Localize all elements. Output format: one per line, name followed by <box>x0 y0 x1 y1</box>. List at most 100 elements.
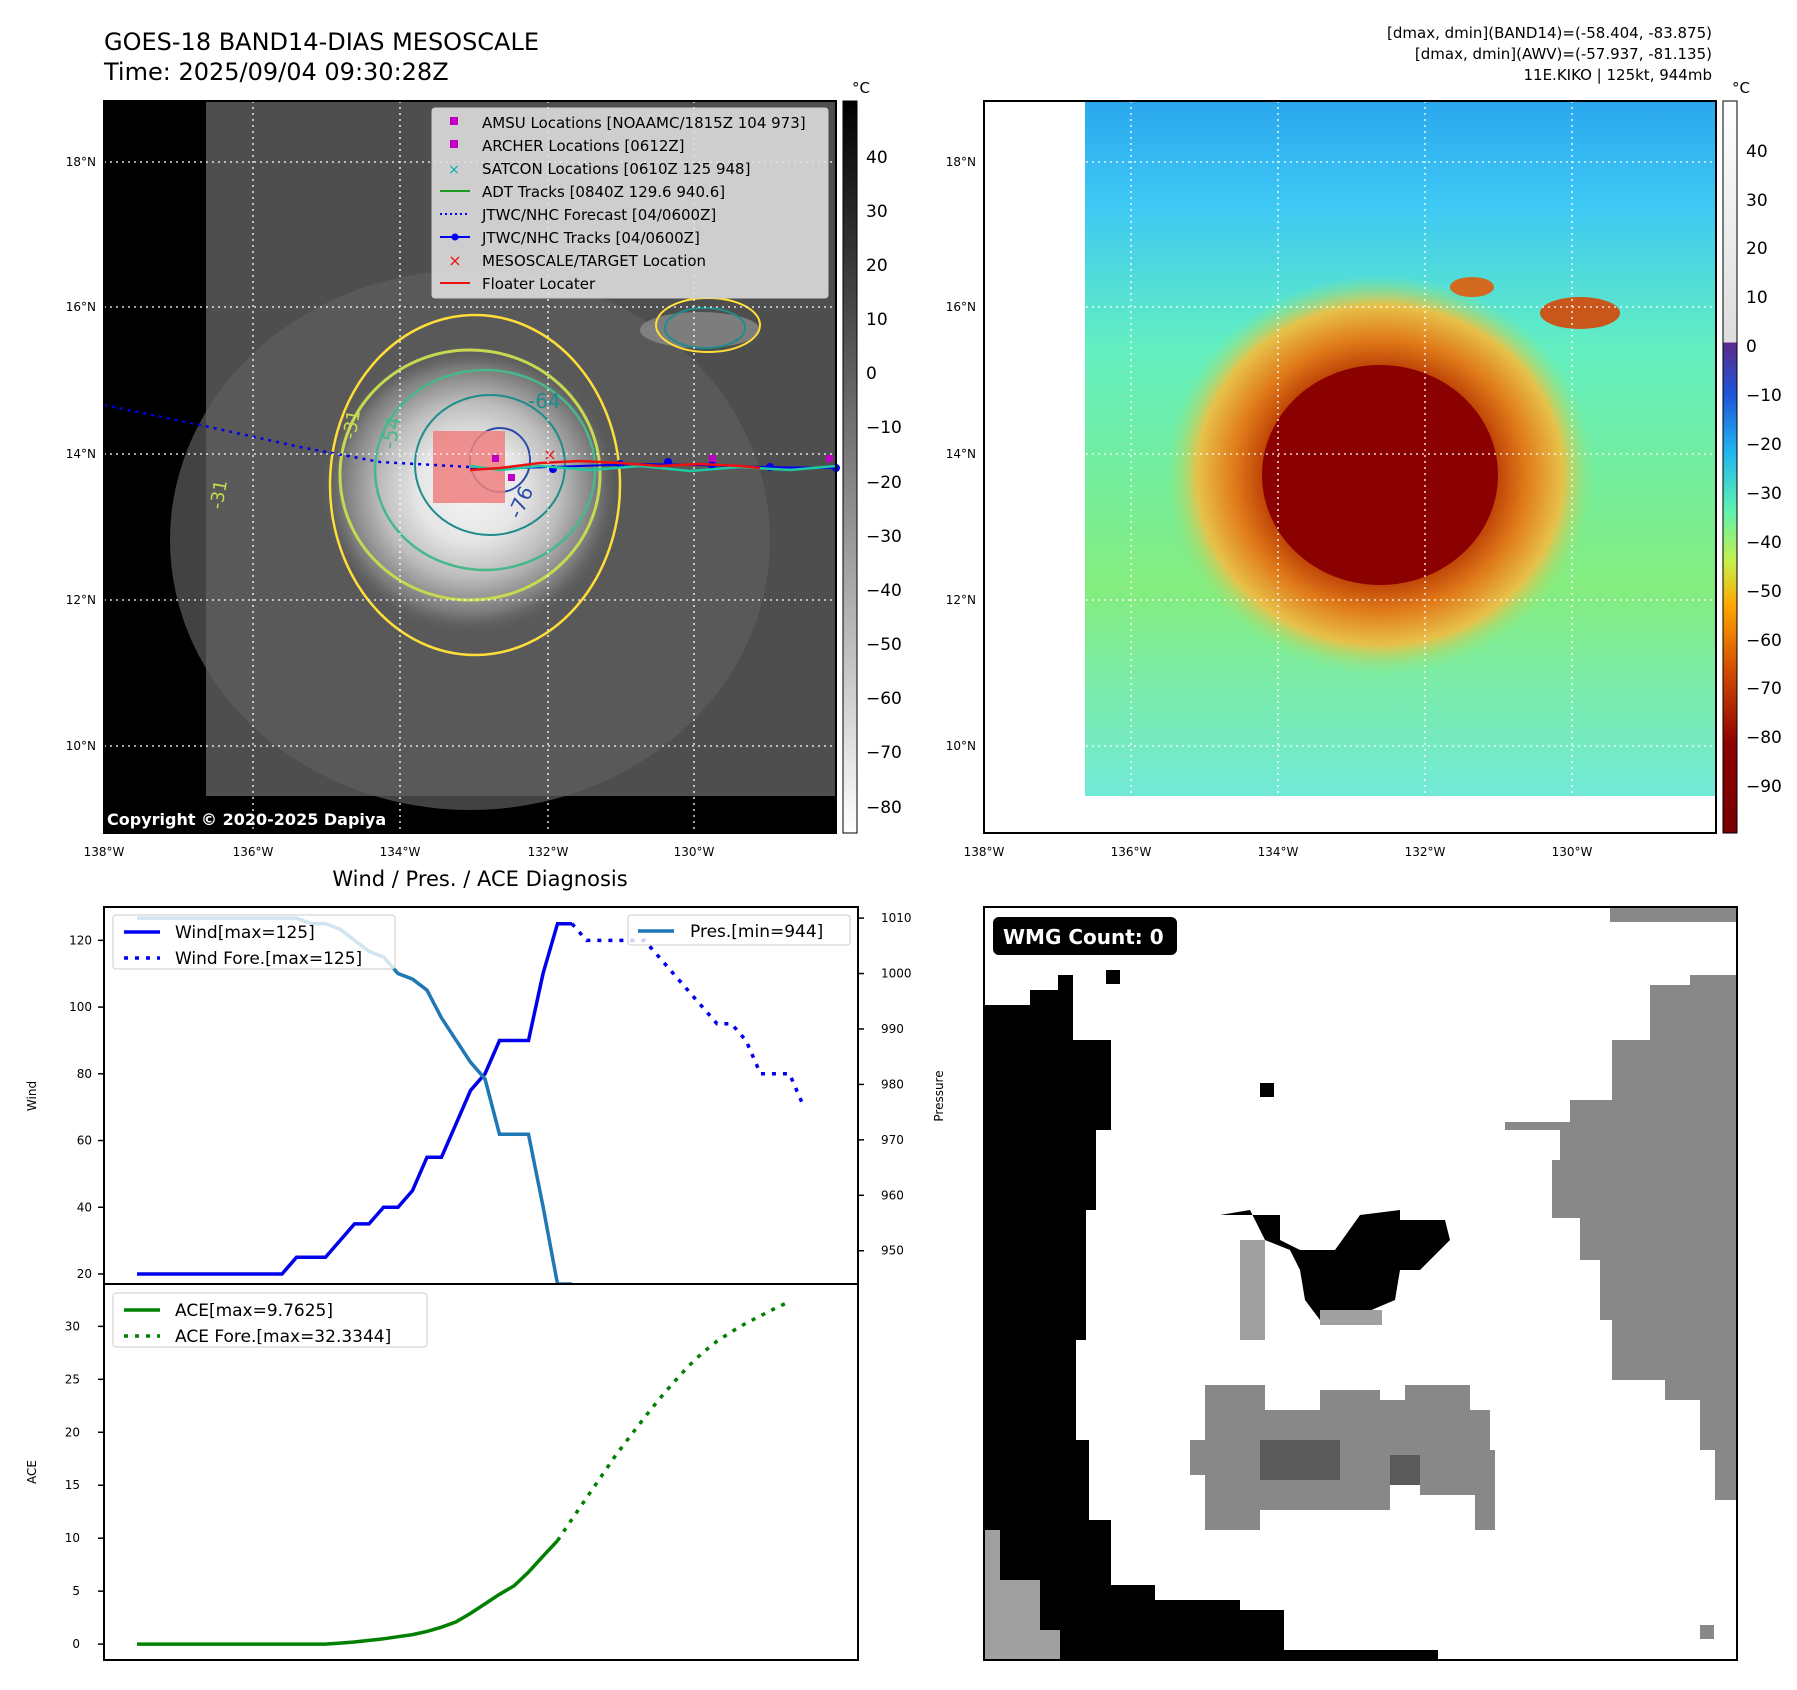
legend-forecast: JTWC/NHC Forecast [04/0600Z] <box>481 206 716 224</box>
contour-label-64: -64 <box>528 389 561 413</box>
pres-legend-box <box>627 914 851 946</box>
color-colorbar-unit: °C <box>1732 79 1750 97</box>
wmg-dark-cell <box>1260 1440 1340 1480</box>
color-tick: 40 <box>1746 142 1768 162</box>
cloud-cluster-n-color <box>1450 277 1494 297</box>
color-tick: −30 <box>1746 484 1782 504</box>
color-tick: −80 <box>1746 728 1782 748</box>
archer-marker <box>508 474 515 481</box>
wmg-gray-cell <box>1320 1310 1382 1325</box>
ace-tick-label: 0 <box>72 1637 80 1651</box>
color-tick: 30 <box>1746 191 1768 211</box>
color-colorbar-ramp <box>1722 100 1738 834</box>
gray-tick: 0 <box>866 364 877 384</box>
legend-wind-fore: Wind Fore.[max=125] <box>175 949 362 969</box>
wind-pres-chart: 20 40 60 80 100 120 950 960 970 980 990 1000 1010 W… <box>25 906 946 1286</box>
gray-colorbar: °C 40 30 20 10 0 −10 −20 −30 −40 −50 −60… <box>842 79 902 834</box>
wmg-gray-cell <box>1700 1625 1714 1639</box>
diag-title: Wind / Pres. / ACE Diagnosis <box>332 867 627 891</box>
storm-info: 11E.KIKO | 125kt, 944mb <box>1523 66 1712 84</box>
figure-time: Time: 2025/09/04 09:30:28Z <box>103 58 449 86</box>
lat-label: 16°N <box>66 300 96 314</box>
pressure-tick-label: 970 <box>881 1133 904 1147</box>
legend-target-swatch: × <box>448 251 461 270</box>
contour-outer <box>328 313 622 657</box>
legend-archer-swatch <box>450 140 458 148</box>
color-tick: −50 <box>1746 582 1782 602</box>
gray-tick: −40 <box>866 581 902 601</box>
color-tick: 10 <box>1746 288 1768 308</box>
wind-tick-label: 120 <box>69 933 92 947</box>
ace-tick-label: 15 <box>65 1478 80 1492</box>
wmg-frame <box>983 906 1738 1661</box>
color-colorbar: °C 40 30 20 10 0 −10 −20 −30 −40 −50 −60… <box>1722 79 1782 834</box>
contour-label-31-b: -31 <box>206 478 232 511</box>
ace-legend-box <box>112 1292 428 1348</box>
legend-ace-fore: ACE Fore.[max=32.3344] <box>175 1327 391 1347</box>
map-legend: AMSU Locations [NOAAMC/1815Z 104 973] AR… <box>431 107 829 299</box>
legend-tracks-dot <box>451 233 459 241</box>
gray-colorbar-ramp <box>842 100 858 834</box>
awv-stats: [dmax, dmin](AWV)=(-57.937, -81.135) <box>1415 45 1712 63</box>
wmg-gray-region-sw <box>984 1530 1060 1660</box>
contour-ne-inner <box>664 307 746 349</box>
wind-series-line <box>137 921 572 1276</box>
wind-legend-box <box>112 914 396 970</box>
gray-tick: −30 <box>866 527 902 547</box>
pressure-axis-label: Pressure <box>932 1070 946 1121</box>
wind-tick-label: 20 <box>77 1267 92 1281</box>
legend-floater: Floater Locater <box>482 275 596 293</box>
lat-label: 12°N <box>66 593 96 607</box>
wind-tick-label: 80 <box>77 1067 92 1081</box>
wmg-label-box <box>993 917 1177 955</box>
ir-gray-panel: -64 -54 -76 -31 -31 × <box>103 100 840 834</box>
color-tick: −70 <box>1746 679 1782 699</box>
legend-satcon: SATCON Locations [0610Z 125 948] <box>482 160 750 178</box>
gray-tick: 30 <box>866 202 888 222</box>
color-tick: −10 <box>1746 386 1782 406</box>
lon-label: 136°W <box>233 845 274 859</box>
lon-label: 138°W <box>964 845 1005 859</box>
ace-chart: 0 5 10 15 20 25 30 ACE ACE[max=9.7625] ACE For… <box>25 1283 859 1661</box>
ace-tick-label: 20 <box>65 1425 80 1439</box>
wmg-panel: WMG Count: 0 <box>983 906 1738 1661</box>
gray-tick: −20 <box>866 473 902 493</box>
color-tick: −20 <box>1746 435 1782 455</box>
lon-label: 132°W <box>528 845 569 859</box>
nhc-point <box>664 458 672 466</box>
ace-tick-label: 5 <box>72 1584 80 1598</box>
color-tick: −40 <box>1746 533 1782 553</box>
lat-label: 10°N <box>946 739 976 753</box>
legend-satcon-swatch: × <box>448 162 460 178</box>
wmg-black-ring <box>1220 1210 1450 1320</box>
legend-adt: ADT Tracks [0840Z 129.6 940.6] <box>482 183 725 201</box>
wind-tick-label: 60 <box>77 1134 92 1148</box>
lon-label: 132°W <box>1405 845 1446 859</box>
lat-label: 12°N <box>946 593 976 607</box>
wmg-count-label: WMG Count: 0 <box>1003 925 1164 949</box>
copyright: Copyright © 2020-2025 Dapiya <box>107 810 386 829</box>
wmg-black-cell <box>1106 970 1120 984</box>
lon-label: 136°W <box>1111 845 1152 859</box>
ir-gray-frame <box>103 100 837 834</box>
amsu-marker <box>826 455 833 462</box>
lon-label: 138°W <box>84 845 125 859</box>
lon-label: 134°W <box>1258 845 1299 859</box>
adt-track <box>469 464 837 473</box>
contour-64 <box>414 394 566 536</box>
gray-tick: 40 <box>866 148 888 168</box>
forecast-track <box>103 403 471 469</box>
contour-label-54: -54 <box>376 415 405 451</box>
wmg-gray-cell <box>1240 1240 1265 1340</box>
wmg-gray-region-east <box>1505 975 1737 1500</box>
legend-tracks: JTWC/NHC Tracks [04/0600Z] <box>481 229 700 247</box>
wind-plot-frame <box>103 906 859 1285</box>
ace-series-line <box>137 1539 559 1646</box>
pressure-tick-label: 980 <box>881 1077 904 1091</box>
ir-color-panel <box>983 100 1717 834</box>
pressure-tick-label: 990 <box>881 1022 904 1036</box>
gray-tick: −70 <box>866 743 902 763</box>
lat-label: 14°N <box>946 447 976 461</box>
amsu-marker <box>492 455 499 462</box>
legend-pres: Pres.[min=944] <box>690 922 823 942</box>
